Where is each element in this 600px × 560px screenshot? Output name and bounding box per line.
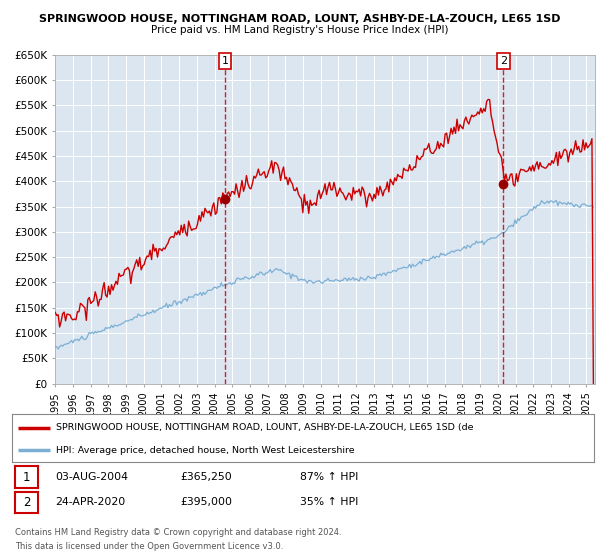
- Text: £365,250: £365,250: [180, 472, 232, 482]
- Text: This data is licensed under the Open Government Licence v3.0.: This data is licensed under the Open Gov…: [15, 542, 283, 551]
- Text: 2: 2: [23, 496, 30, 509]
- Text: 35% ↑ HPI: 35% ↑ HPI: [300, 497, 358, 507]
- Text: Price paid vs. HM Land Registry's House Price Index (HPI): Price paid vs. HM Land Registry's House …: [151, 25, 449, 35]
- Text: £395,000: £395,000: [180, 497, 232, 507]
- Text: HPI: Average price, detached house, North West Leicestershire: HPI: Average price, detached house, Nort…: [56, 446, 354, 455]
- Text: 24-APR-2020: 24-APR-2020: [55, 497, 125, 507]
- Text: SPRINGWOOD HOUSE, NOTTINGHAM ROAD, LOUNT, ASHBY-DE-LA-ZOUCH, LE65 1SD (de: SPRINGWOOD HOUSE, NOTTINGHAM ROAD, LOUNT…: [56, 423, 473, 432]
- Text: 87% ↑ HPI: 87% ↑ HPI: [300, 472, 358, 482]
- Text: 1: 1: [23, 470, 30, 484]
- Text: 03-AUG-2004: 03-AUG-2004: [55, 472, 128, 482]
- Text: SPRINGWOOD HOUSE, NOTTINGHAM ROAD, LOUNT, ASHBY-DE-LA-ZOUCH, LE65 1SD: SPRINGWOOD HOUSE, NOTTINGHAM ROAD, LOUNT…: [39, 14, 561, 24]
- Text: 2: 2: [500, 56, 507, 66]
- Text: 1: 1: [221, 56, 229, 66]
- Text: Contains HM Land Registry data © Crown copyright and database right 2024.: Contains HM Land Registry data © Crown c…: [15, 528, 341, 536]
